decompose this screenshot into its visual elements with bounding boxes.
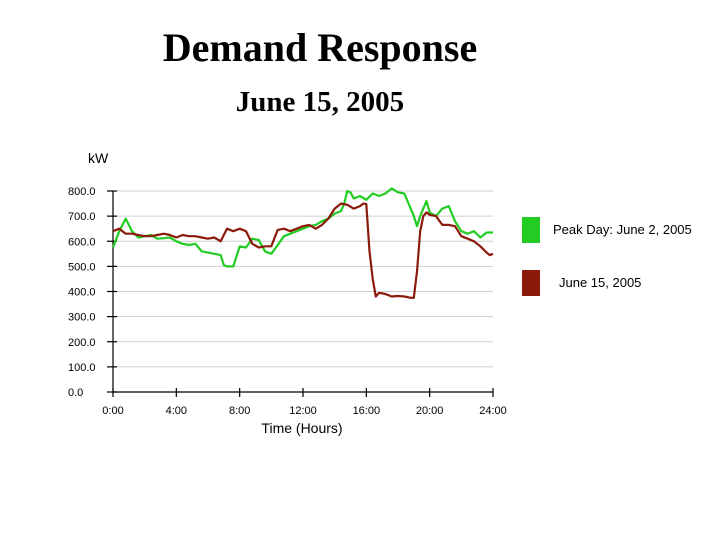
legend-label: Peak Day: June 2, 2005: [553, 222, 692, 237]
chart-subtitle: June 15, 2005: [235, 86, 405, 118]
y-tick-label: 300.0: [68, 312, 96, 324]
y-tick-label: 100.0: [68, 362, 96, 374]
x-tick-label: 16:00: [353, 405, 381, 417]
chart-title: Demand Response: [162, 25, 478, 70]
x-tick-label: 0:00: [102, 405, 123, 417]
series-line-peak-day: [111, 187, 493, 268]
legend-swatch: [522, 217, 540, 243]
y-axis-label: kW: [88, 150, 109, 166]
x-tick-label: 20:00: [416, 405, 444, 417]
x-tick-label: 4:00: [166, 405, 187, 417]
series-layer: [111, 187, 494, 299]
y-tick-label: 600.0: [68, 236, 96, 248]
legend-swatch: [522, 270, 540, 296]
y-tick-label: 500.0: [68, 261, 96, 273]
x-tick-label: 24:00: [479, 405, 507, 417]
y-tick-label: 700.0: [68, 211, 96, 223]
y-tick-label: 400.0: [68, 287, 96, 299]
legend-label: June 15, 2005: [559, 275, 641, 290]
y-tick-label: 0.0: [68, 387, 83, 399]
series-line-june-15: [112, 202, 494, 299]
y-tick-label: 800.0: [68, 186, 96, 198]
y-tick-label: 200.0: [68, 337, 96, 349]
legend: Peak Day: June 2, 2005 June 15, 2005: [522, 217, 692, 296]
x-tick-label: 12:00: [289, 405, 317, 417]
axis-layer: 0.0 100.0 200.0 300.0 400.0 500.0 600.0 700.0 80…: [68, 186, 507, 417]
x-axis-label: Time (Hours): [261, 420, 342, 436]
x-tick-label: 8:00: [229, 405, 250, 417]
